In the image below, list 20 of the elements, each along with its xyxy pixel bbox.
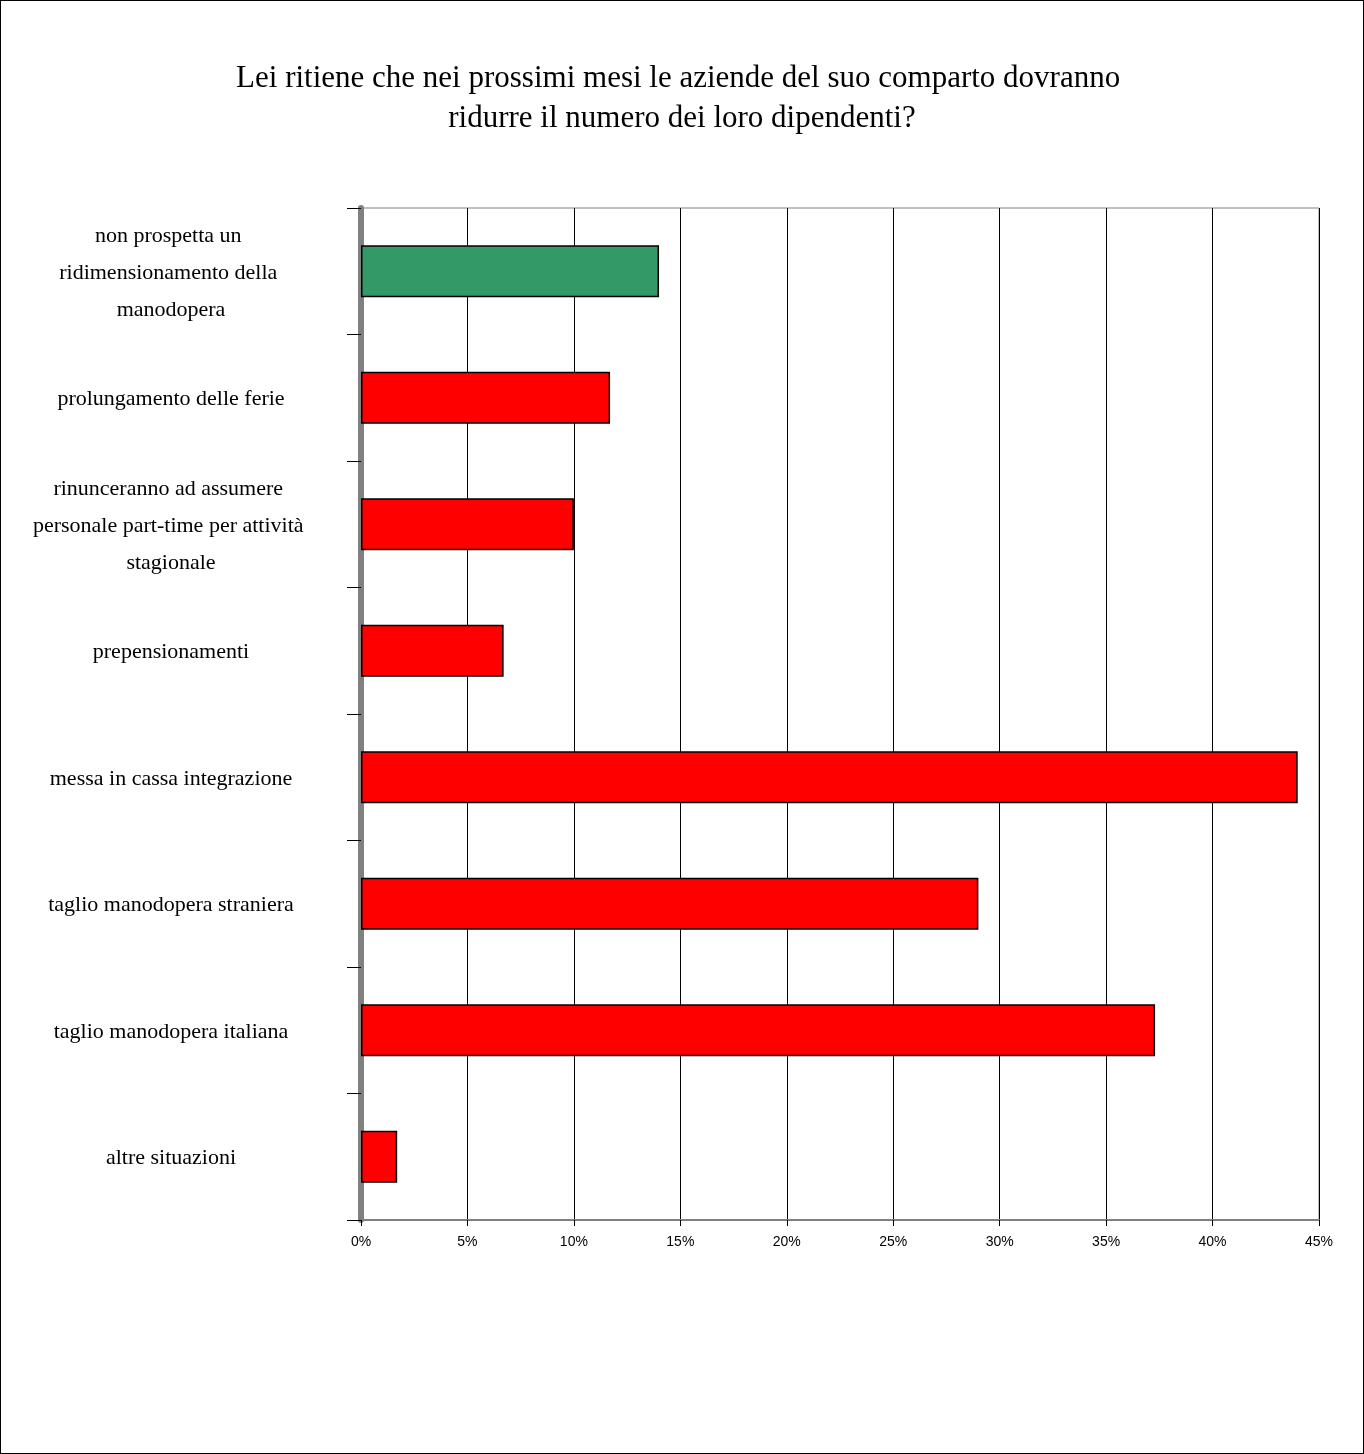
chart-title: Lei ritiene che nei prossimi mesi le aziende del suo comparto dovranno ridurre il numero dei loro dipendenti? [236,58,1128,134]
bar [361,1130,398,1183]
y-tick-label: prepensionamenti [92,638,250,664]
y-tick-label: non prospetta un ridimensionamento della manodopera [59,221,283,321]
x-tick-label: 30% [985,1233,1014,1249]
y-tick-label: taglio manodopera italiana [53,1017,289,1043]
x-tick-label: 20% [772,1233,801,1249]
y-tick-label: prolungamento delle ferie [57,385,285,411]
x-tick-label: 0% [350,1233,372,1249]
y-tick-label: rinunceranno ad assumere personale part-time per attività stagionale [32,474,310,574]
x-tick-label: 25% [879,1233,908,1249]
y-tick-label: altre situazioni [105,1144,237,1170]
x-tick-label: 35% [1092,1233,1121,1249]
y-tick-label: messa in cassa integrazione [49,764,293,790]
x-tick-label: 45% [1304,1233,1334,1249]
x-tick-label: 15% [666,1233,695,1249]
x-tick-label: 40% [1198,1233,1227,1249]
y-tick-label: taglio manodopera straniera [48,891,295,917]
x-tick-label: 5% [457,1233,478,1249]
x-tick-label: 10% [559,1233,588,1249]
